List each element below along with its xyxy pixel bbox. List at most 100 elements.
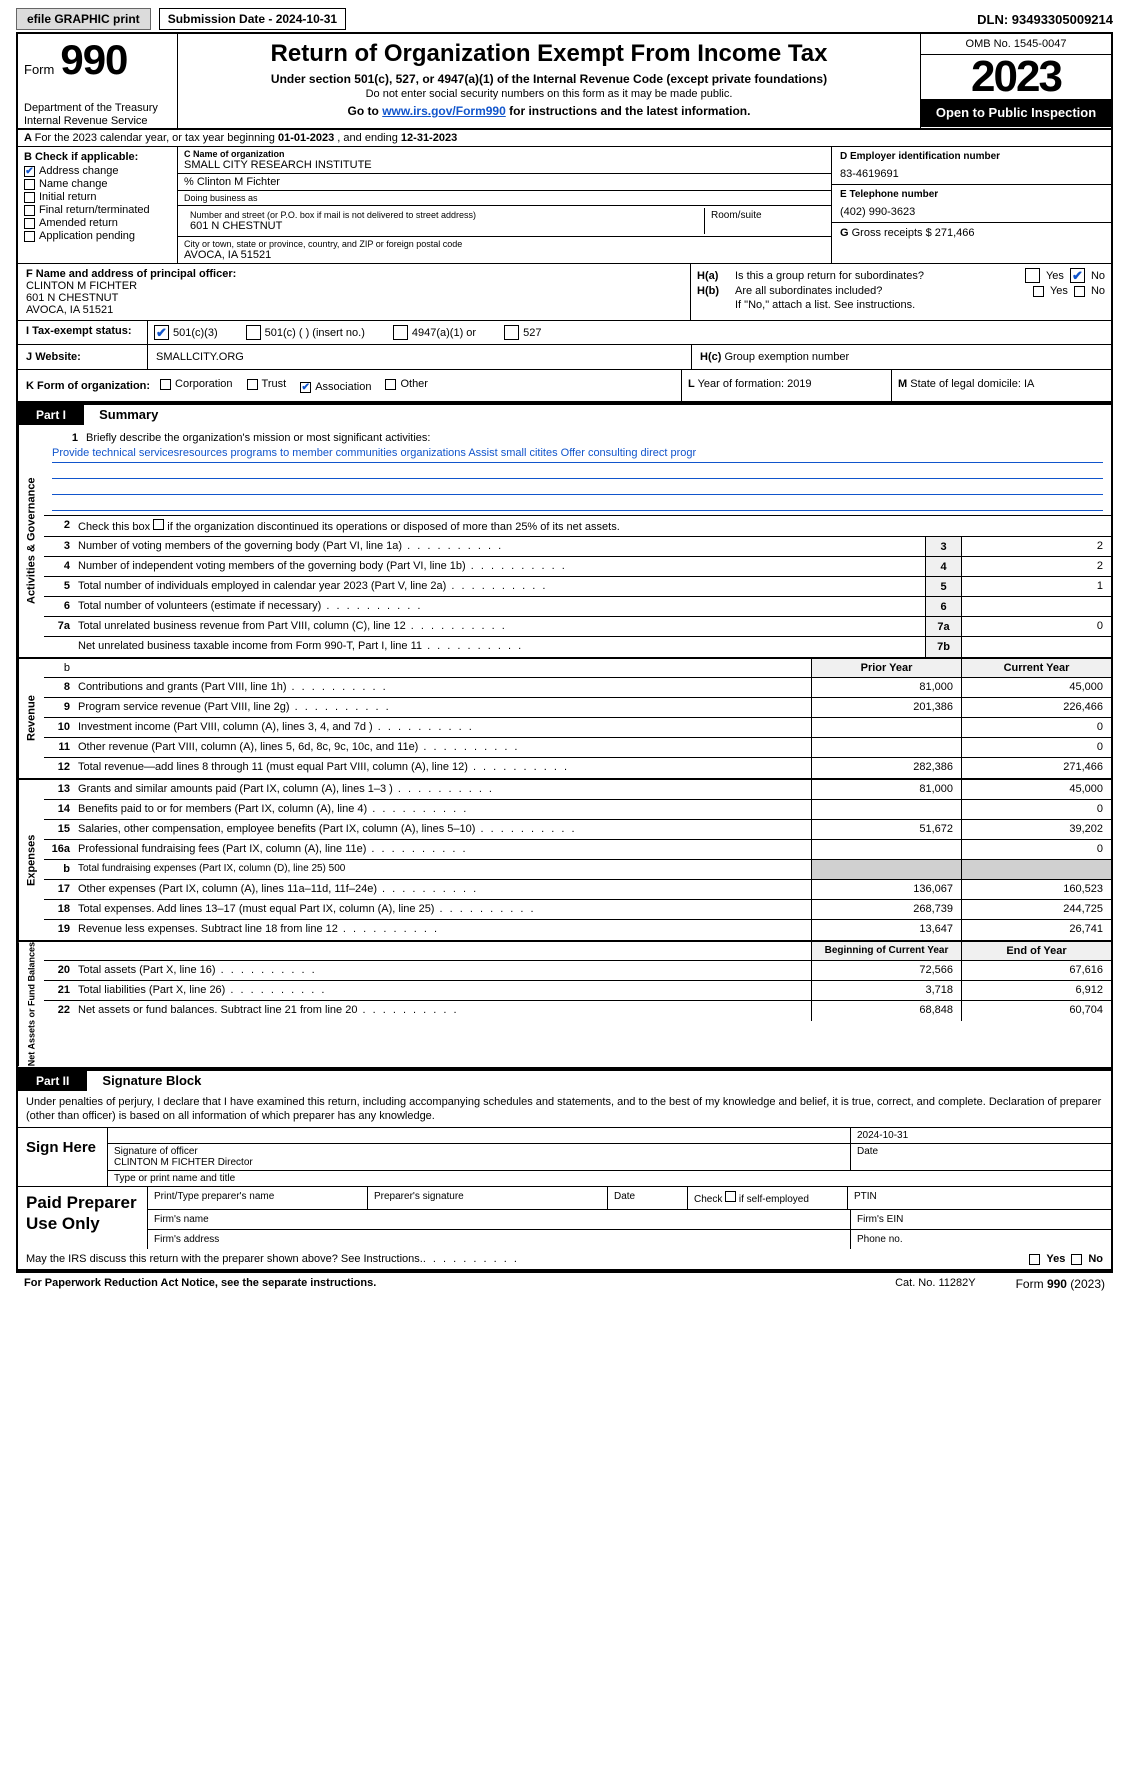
b-item-label: Initial return [39,191,96,203]
b-checkbox[interactable]: ✔ [24,166,35,177]
j-label: Website: [35,351,81,363]
goto-line: Go to www.irs.gov/Form990 for instructio… [188,104,910,118]
end-year-header: End of Year [961,942,1111,960]
rev-line-text: Investment income (Part VIII, column (A)… [74,718,811,737]
dept-treasury: Department of the Treasury Internal Reve… [24,102,171,128]
dba-label: Doing business as [184,193,825,203]
k-checkbox[interactable] [160,379,171,390]
exp-line-text: Benefits paid to or for members (Part IX… [74,800,811,819]
b-checkbox[interactable] [24,231,35,242]
k-opt-label: Corporation [175,378,232,390]
b-checkbox[interactable] [24,179,35,190]
gov-line-text: Number of voting members of the governin… [74,537,925,556]
line-2-checkbox[interactable] [153,519,164,530]
type-print-label: Type or print name and title [108,1171,1111,1186]
rev-prior [811,738,961,757]
i-checkbox[interactable] [246,325,261,340]
gov-line-box: 4 [925,557,961,576]
goto-pre: Go to [348,104,383,118]
gov-line-val: 2 [961,537,1111,556]
ein-label: D Employer identification number [840,151,1103,162]
k-opt-label: Other [400,378,428,390]
m-text: State of legal domicile: IA [910,378,1034,390]
footer-form-post: (2023) [1067,1277,1105,1291]
mission-label: Briefly describe the organization's miss… [82,429,1103,447]
discuss-no: No [1088,1253,1103,1265]
discuss-no-checkbox[interactable] [1071,1254,1082,1265]
a-begin: 01-01-2023 [278,132,334,144]
i-checkbox[interactable] [504,325,519,340]
street-address: 601 N CHESTNUT [190,220,698,232]
page-footer: For Paperwork Reduction Act Notice, see … [16,1273,1113,1295]
exp-current: 39,202 [961,820,1111,839]
gov-line-val [961,637,1111,657]
rev-current: 0 [961,718,1111,737]
rev-line-text: Program service revenue (Part VIII, line… [74,698,811,717]
rev-prior: 282,386 [811,758,961,778]
cat-number: Cat. No. 11282Y [855,1277,1016,1291]
f-label: F Name and address of principal officer: [26,268,682,280]
exp-line-text: Grants and similar amounts paid (Part IX… [74,780,811,799]
i-opt-label: 501(c)(3) [173,327,218,339]
b-checkbox[interactable] [24,205,35,216]
part-i-tag: Part I [18,405,84,425]
gov-line-box: 6 [925,597,961,616]
part-ii-tag: Part II [18,1071,87,1091]
a-mid: , and ending [334,132,401,144]
l-text: Year of formation: 2019 [698,378,812,390]
line-2: Check this box Check this box if the org… [74,516,1111,536]
city-label: City or town, state or province, country… [184,239,825,249]
form-subtitle: Under section 501(c), 527, or 4947(a)(1)… [188,72,910,86]
efile-print-button[interactable]: efile GRAPHIC print [16,8,151,30]
gov-line-val: 0 [961,617,1111,636]
gov-line-text: Net unrelated business taxable income fr… [74,637,925,657]
hb-no-checkbox[interactable] [1074,286,1085,297]
rev-current: 0 [961,738,1111,757]
b-item-label: Application pending [39,230,135,242]
exp-prior: 13,647 [811,920,961,940]
gov-line-val: 2 [961,557,1111,576]
goto-link[interactable]: www.irs.gov/Form990 [382,104,506,118]
net-begin: 72,566 [811,961,961,980]
exp-grey [811,860,961,879]
k-checkbox[interactable] [247,379,258,390]
rev-prior: 81,000 [811,678,961,697]
exp-current: 160,523 [961,880,1111,899]
k-checkbox[interactable] [385,379,396,390]
mission-text: Provide technical servicesresources prog… [52,447,1103,463]
a-end: 12-31-2023 [401,132,457,144]
part-i-title: Summary [87,407,158,422]
net-line-text: Total assets (Part X, line 16) [74,961,811,980]
gross-receipts: Gross receipts $ 271,466 [852,227,975,239]
g-label: G [840,227,849,239]
b-checkbox[interactable] [24,218,35,229]
hb-yes-checkbox[interactable] [1033,286,1044,297]
k-checkbox[interactable]: ✔ [300,382,311,393]
self-employed-checkbox[interactable] [725,1191,736,1202]
sign-here-label: Sign Here [18,1128,108,1186]
exp-line-text: Total expenses. Add lines 13–17 (must eq… [74,900,811,919]
net-line-text: Total liabilities (Part X, line 26) [74,981,811,1000]
open-to-public: Open to Public Inspection [921,99,1111,127]
gov-line-val [961,597,1111,616]
form-word: Form [24,62,54,77]
tab-expenses: Expenses [18,780,44,940]
rev-current: 271,466 [961,758,1111,778]
gov-line-text: Total number of volunteers (estimate if … [74,597,925,616]
exp-prior: 136,067 [811,880,961,899]
rev-prior [811,718,961,737]
paid-preparer-label: Paid Preparer Use Only [18,1187,148,1249]
hb-text: Are all subordinates included? [735,285,1033,297]
k-label: K Form of organization: [26,380,150,392]
discuss-yes-checkbox[interactable] [1029,1254,1040,1265]
i-checkbox[interactable]: ✔ [154,325,169,340]
net-begin: 3,718 [811,981,961,1000]
rev-prior: 201,386 [811,698,961,717]
exp-current: 26,741 [961,920,1111,940]
ha-no-checkbox[interactable]: ✔ [1070,268,1085,283]
ha-yes-checkbox[interactable] [1025,268,1040,283]
self-employed-label: Check if self-employed [688,1187,848,1209]
i-checkbox[interactable] [393,325,408,340]
rev-line-text: Contributions and grants (Part VIII, lin… [74,678,811,697]
b-checkbox[interactable] [24,192,35,203]
